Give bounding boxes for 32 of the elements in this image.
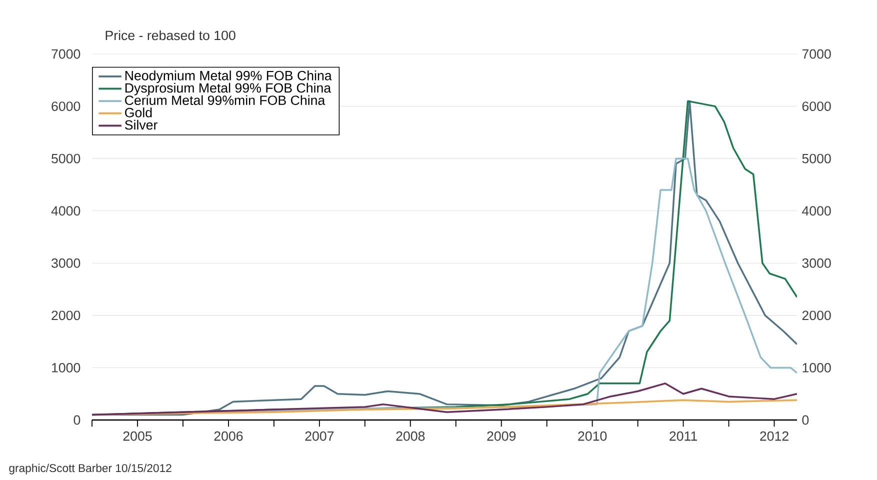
y-tick-label: 4000 xyxy=(51,206,80,216)
y-tick-label: 2000 xyxy=(52,310,80,320)
line-series xyxy=(92,382,797,416)
y2-tick-label: 0 xyxy=(802,415,809,425)
x-tick-label: 2005 xyxy=(123,431,152,441)
legend-label: Dysprosium Metal 99% FOB China xyxy=(125,82,332,96)
y2-tick-label: 3000 xyxy=(802,258,831,268)
x-tick-label: 2012 xyxy=(760,431,788,441)
y-tick-label: 6000 xyxy=(52,102,80,112)
x-tick-label: 2008 xyxy=(396,431,425,441)
x-tick-label: 2007 xyxy=(305,431,334,441)
y2-tick-label: 5000 xyxy=(802,154,831,164)
y-tick-label: 3000 xyxy=(52,258,80,268)
y-tick-label: 0 xyxy=(74,415,80,425)
legend-label: Neodymium Metal 99% FOB China xyxy=(125,70,332,83)
legend-label: Silver xyxy=(124,120,158,130)
x-tick-label: 2011 xyxy=(670,431,697,441)
legend-label: Gold xyxy=(125,108,152,118)
y2-tick-label: 6000 xyxy=(802,102,831,112)
y-tick-label: 1000 xyxy=(52,363,80,372)
x-tick-label: 2010 xyxy=(578,431,607,441)
x-tick-label: 2006 xyxy=(214,431,243,441)
y2-tick-label: 1000 xyxy=(802,363,831,372)
x-tick-label: 2009 xyxy=(487,431,516,441)
text: graphic/Scott Barber 10/15/2012 xyxy=(9,464,172,474)
y-tick-label: 5000 xyxy=(52,154,80,164)
y2-tick-label: 4000 xyxy=(802,206,831,216)
legend-label: Cerium Metal 99%min FOB China xyxy=(125,95,326,105)
y2-tick-label: 2000 xyxy=(802,310,831,320)
y-tick-label: 7000 xyxy=(52,49,80,59)
y2-tick-label: 7000 xyxy=(802,49,831,59)
chart-title: Price - rebased to 100 xyxy=(106,30,236,40)
